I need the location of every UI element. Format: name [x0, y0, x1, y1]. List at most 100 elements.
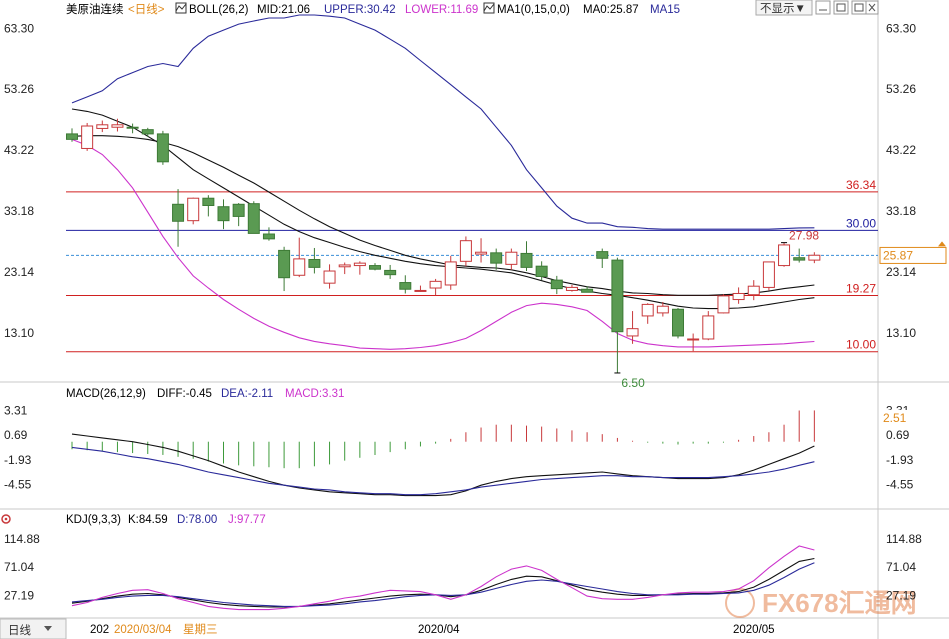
- candle-body: [278, 249, 291, 279]
- candle-body: [429, 280, 442, 289]
- kdj-title: KDJ(9,3,3): [66, 514, 121, 526]
- candle-body: [323, 270, 336, 284]
- price-ytick-left: 63.30: [4, 21, 34, 35]
- candle-body: [414, 289, 427, 292]
- candle-body: [384, 269, 397, 276]
- macd-current-label: 2.51: [883, 411, 907, 425]
- cursor-date: 2020/03/04: [114, 624, 172, 636]
- macd-ytick-right: -4.55: [886, 478, 914, 492]
- current-price-label: 25.87: [883, 248, 913, 262]
- price-ytick-right: 63.30: [886, 21, 916, 35]
- ma-label: MA1(0,15,0,0): [497, 4, 570, 16]
- price-ytick-right: 13.10: [886, 326, 916, 340]
- maximize-icon[interactable]: [833, 0, 849, 15]
- level-label: 10.00: [846, 338, 876, 352]
- candle-body: [96, 124, 109, 129]
- candle-body: [156, 133, 169, 163]
- kdj-ytick-left: 27.19: [4, 588, 34, 602]
- band-lower: [71, 138, 815, 350]
- candle-body: [232, 203, 245, 217]
- minimize-icon[interactable]: [815, 0, 831, 15]
- candle-body: [293, 258, 306, 276]
- macd-dea-line: [71, 446, 815, 496]
- period-button[interactable]: [0, 618, 67, 639]
- indicator-icon: [175, 3, 187, 12]
- candle-body: [369, 265, 381, 270]
- candle-body: [778, 244, 791, 267]
- candle-body: [111, 124, 124, 128]
- candle-body: [626, 328, 639, 337]
- candle-body: [126, 126, 139, 129]
- candle-body: [793, 257, 806, 261]
- candle-body: [656, 305, 669, 314]
- indicator-icon: [483, 2, 495, 14]
- price-ytick-left: 43.22: [4, 143, 34, 157]
- band-upper: [71, 14, 815, 230]
- candle-body: [702, 315, 715, 340]
- price-ytick-right: 23.14: [886, 265, 916, 279]
- ma-value: MA0:25.87: [583, 4, 639, 16]
- kdj-header: KDJ(9,3,3) K:84.59 D:78.00 J:97.77: [1, 514, 266, 526]
- price-ytick-left: 23.14: [4, 265, 34, 279]
- candle-body: [399, 282, 412, 290]
- period-label: <日线>: [128, 2, 165, 16]
- boll-mid: MID:21.06: [257, 4, 310, 16]
- candle-body: [66, 133, 78, 140]
- restore-icon[interactable]: [851, 0, 867, 15]
- candle-body: [202, 197, 215, 206]
- kdj-ytick-left: 71.04: [4, 560, 34, 574]
- candle-body: [550, 279, 563, 290]
- up-arrow-icon: [938, 241, 946, 247]
- candle-body: [520, 252, 533, 268]
- window-controls: [815, 0, 879, 15]
- macd-ytick-left: 0.69: [4, 428, 28, 442]
- price-header: 美原油连续 <日线> BOLL(26,2) MID:21.06 UPPER:30…: [66, 0, 879, 16]
- kdj-ytick-right: 71.04: [886, 560, 916, 574]
- kdj-d-line: [71, 562, 815, 607]
- kdj-k: K:84.59: [128, 514, 168, 526]
- macd-header: MACD(26,12,9) DIFF:-0.45 DEA:-2.11 MACD:…: [66, 388, 344, 400]
- level-label: 19.27: [846, 281, 876, 295]
- candle-body: [172, 203, 185, 222]
- candle-body: [490, 252, 503, 264]
- boll-lower: LOWER:11.69: [405, 4, 478, 16]
- display-toggle-button[interactable]: [755, 0, 813, 16]
- candle-body: [687, 338, 700, 341]
- candle-body: [732, 292, 745, 301]
- price-ytick-left: 13.10: [4, 326, 34, 340]
- symbol-name: 美原油连续: [66, 2, 124, 16]
- candle-body: [187, 197, 200, 222]
- band-mid: [71, 108, 815, 310]
- boll-label: BOLL(26,2): [189, 4, 249, 16]
- candle-body: [262, 233, 275, 240]
- ma15-label: MA15: [650, 4, 680, 16]
- chevron-down-icon: [44, 626, 52, 631]
- macd-ytick-left: 3.31: [4, 403, 28, 417]
- watermark-logo-icon: [725, 588, 755, 618]
- band-ma: [71, 135, 815, 296]
- kdj-d: D:78.00: [177, 514, 217, 526]
- display-toggle-label: 不显示▼: [760, 2, 806, 15]
- price-ytick-right: 53.26: [886, 82, 916, 96]
- candle-body: [505, 251, 518, 265]
- kdj-ytick-right: 27.19: [886, 588, 916, 602]
- candle-body: [459, 240, 472, 262]
- macd-diff-line: [71, 433, 815, 497]
- candle-body: [247, 203, 260, 234]
- macd-ytick-right: 0.69: [886, 428, 910, 442]
- price-ytick-left: 53.26: [4, 82, 34, 96]
- candle-body: [565, 286, 578, 291]
- macd-ytick-left: -1.93: [4, 453, 32, 467]
- kdj-ytick-right: 114.88: [886, 532, 922, 546]
- kdj-k-line: [71, 557, 815, 608]
- macd-current-tag: [880, 409, 946, 426]
- level-label: 36.34: [846, 178, 876, 192]
- gear-icon[interactable]: [1, 514, 11, 524]
- cursor-year: 202: [90, 624, 109, 636]
- macd-diff: DIFF:-0.45: [157, 388, 212, 400]
- candle-body: [747, 285, 760, 296]
- candle-body: [762, 261, 775, 288]
- price-ytick-right: 43.22: [886, 143, 916, 157]
- candle-body: [308, 258, 321, 268]
